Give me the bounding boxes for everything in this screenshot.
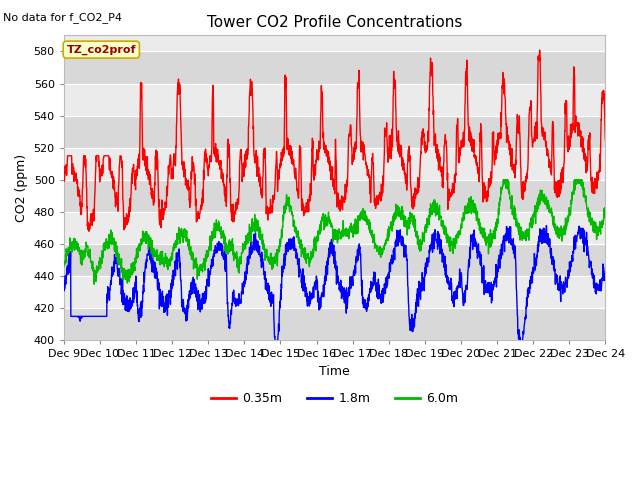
X-axis label: Time: Time (319, 365, 350, 378)
Bar (64, 51, 605, 84)
Legend: 0.35m, 1.8m, 6.0m: 0.35m, 1.8m, 6.0m (205, 387, 463, 410)
Title: Tower CO2 Profile Concentrations: Tower CO2 Profile Concentrations (207, 15, 462, 30)
Bar (64, 212, 605, 244)
Bar (64, 244, 605, 276)
Bar (64, 276, 605, 308)
Bar (64, 116, 605, 148)
Y-axis label: CO2 (ppm): CO2 (ppm) (15, 154, 28, 222)
Bar (64, 180, 605, 212)
Bar (64, 308, 605, 340)
Bar (64, 84, 605, 116)
Text: TZ_co2prof: TZ_co2prof (67, 45, 136, 55)
Bar (64, 148, 605, 180)
Text: No data for f_CO2_P4: No data for f_CO2_P4 (3, 12, 122, 23)
